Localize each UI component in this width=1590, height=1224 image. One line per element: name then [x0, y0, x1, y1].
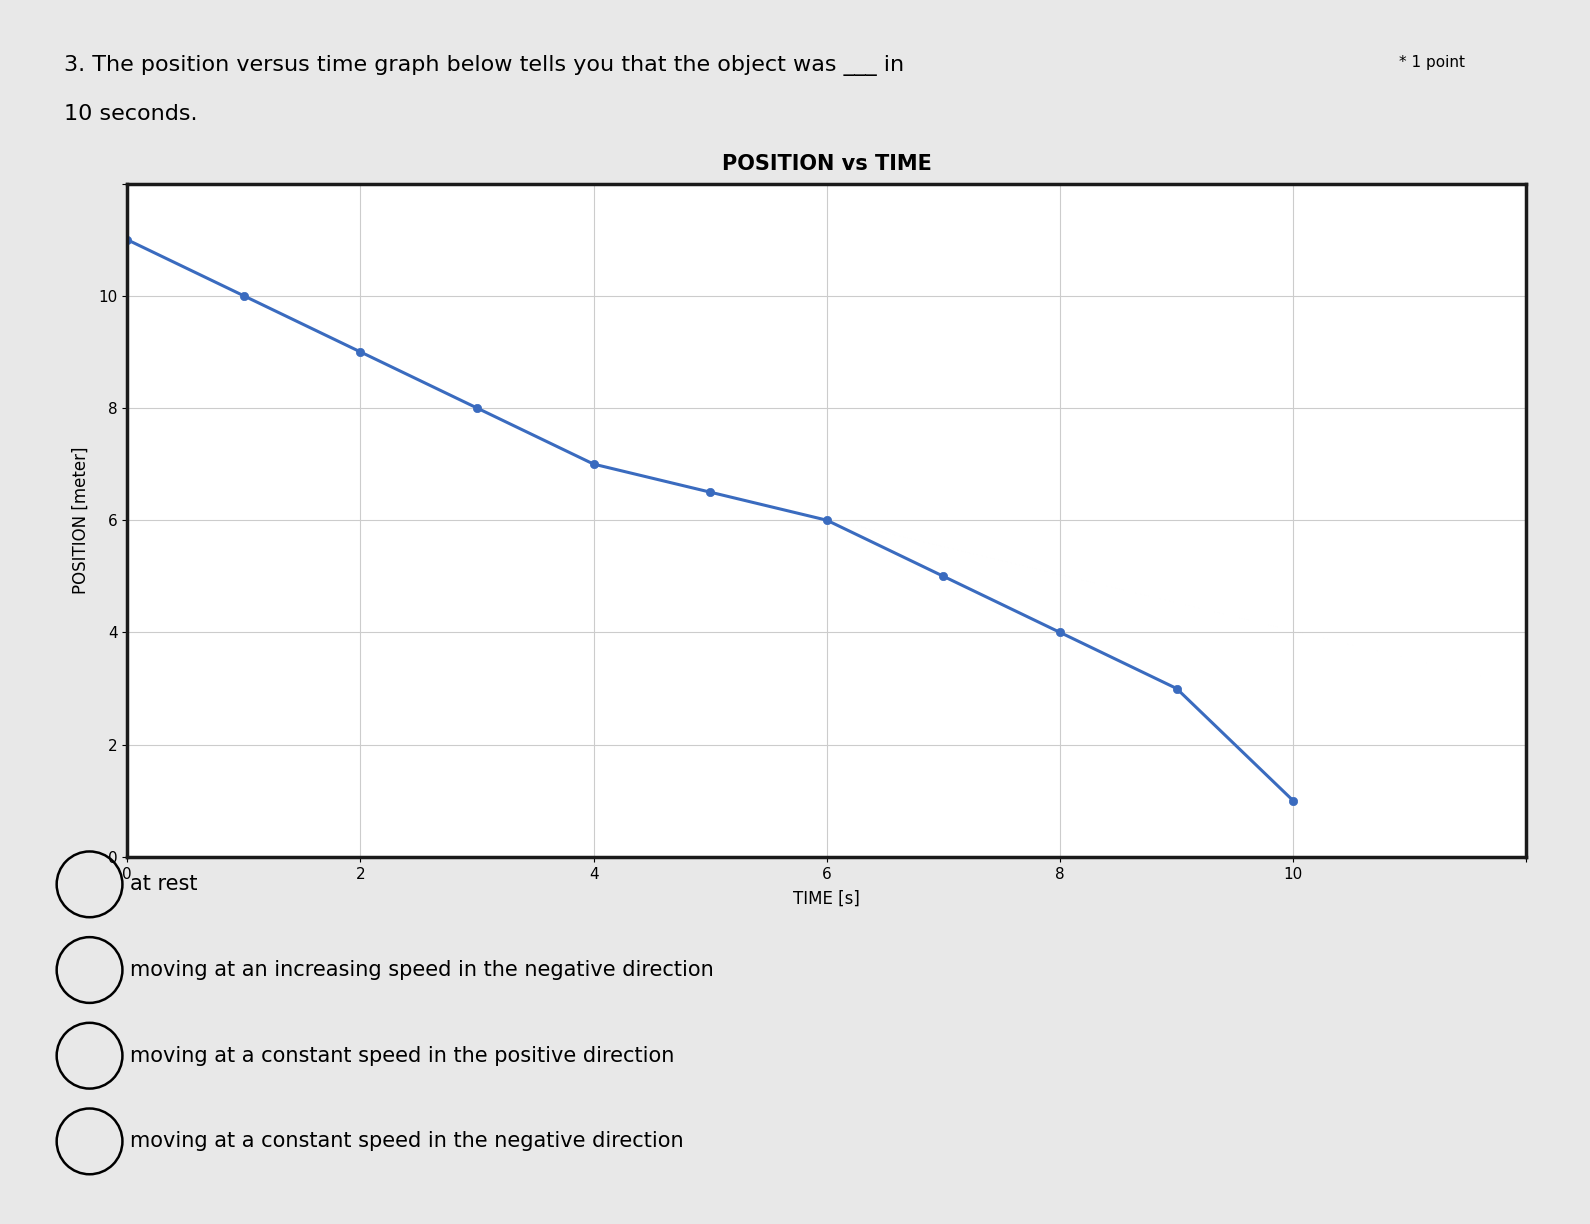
Text: moving at a constant speed in the positive direction: moving at a constant speed in the positi…: [130, 1045, 674, 1066]
Text: at rest: at rest: [130, 874, 197, 895]
Text: moving at an increasing speed in the negative direction: moving at an increasing speed in the neg…: [130, 960, 714, 980]
Text: 10 seconds.: 10 seconds.: [64, 104, 197, 124]
Title: POSITION vs TIME: POSITION vs TIME: [722, 154, 932, 174]
Text: 3. The position versus time graph below tells you that the object was ___ in: 3. The position versus time graph below …: [64, 55, 903, 76]
Y-axis label: POSITION [meter]: POSITION [meter]: [72, 447, 91, 594]
X-axis label: TIME [s]: TIME [s]: [793, 890, 860, 908]
Text: * 1 point: * 1 point: [1399, 55, 1466, 70]
Text: moving at a constant speed in the negative direction: moving at a constant speed in the negati…: [130, 1131, 684, 1152]
